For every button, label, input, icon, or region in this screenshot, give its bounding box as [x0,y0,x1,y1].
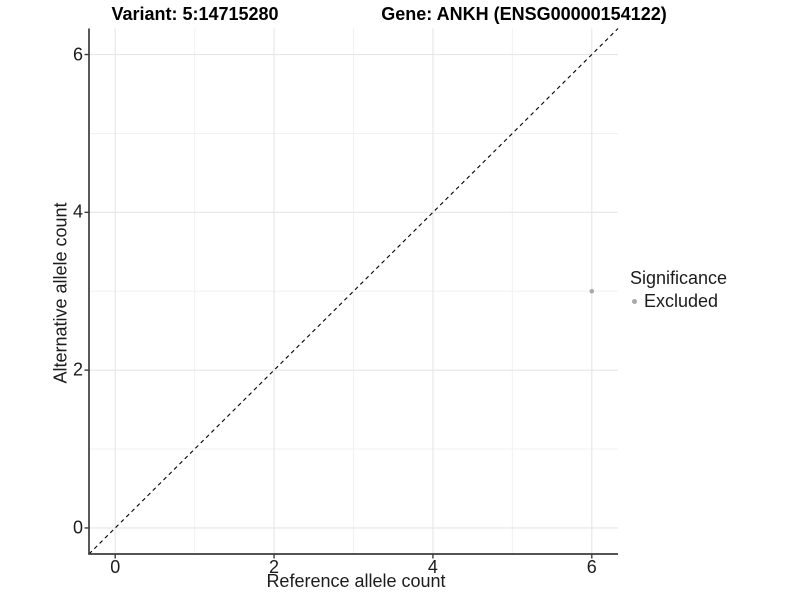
gene-title: Gene: ANKH (ENSG00000154122) [381,4,667,24]
x-axis-title: Reference allele count [266,571,446,591]
data-point-excluded [589,288,595,294]
x-tick-label: 6 [586,557,597,577]
legend-key-dot-icon [632,299,637,304]
y-tick-label: 0 [72,517,83,538]
legend-item-label: Excluded [644,291,719,311]
y-tick-label: 4 [72,201,83,222]
variant-title: Variant: 5:14715280 [111,4,279,24]
y-tick-label: 2 [72,359,83,380]
legend-title: Significance [630,268,728,288]
x-tick-label: 4 [427,557,438,577]
legend-items: Excluded [628,291,727,312]
legend-item: Excluded [628,291,727,312]
y-axis-title: Alternative allele count [50,202,71,384]
y-tick-label: 6 [72,44,83,65]
x-tick-label: 0 [110,557,121,577]
x-tick-label: 2 [269,557,280,577]
legend: Significance Excluded [628,268,727,312]
